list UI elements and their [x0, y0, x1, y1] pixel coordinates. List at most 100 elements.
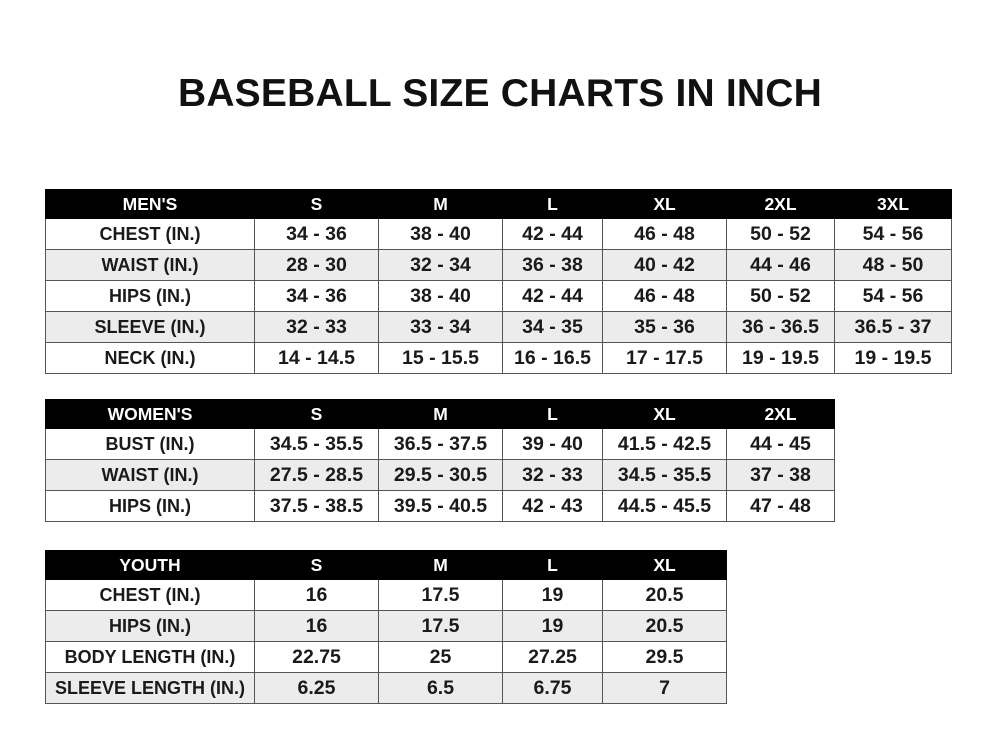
size-value: 14 - 14.5: [254, 342, 379, 374]
measurement-label: WAIST (IN.): [45, 249, 255, 281]
size-value: 41.5 - 42.5: [602, 428, 727, 460]
table-header-row: MEN'S S M L XL 2XL 3XL: [45, 189, 952, 219]
size-value: 25: [378, 641, 503, 673]
table-row: HIPS (IN.) 37.5 - 38.5 39.5 - 40.5 42 - 43 4…: [45, 490, 835, 522]
size-value: 32 - 33: [502, 459, 603, 491]
table-row: NECK (IN.) 14 - 14.5 15 - 15.5 16 - 16.5 17 …: [45, 342, 952, 374]
table-title: WOMEN'S: [45, 399, 255, 429]
measurement-label: HIPS (IN.): [45, 490, 255, 522]
measurement-label: HIPS (IN.): [45, 280, 255, 312]
size-column-header: S: [254, 550, 379, 580]
size-value: 42 - 44: [502, 218, 603, 250]
size-value: 44 - 46: [726, 249, 835, 281]
table-row: BODY LENGTH (IN.) 22.75 25 27.25 29.5: [45, 641, 727, 673]
youth-size-table: YOUTH S M L XL CHEST (IN.) 16 17.5 19 20.5 HIPS (I…: [45, 550, 727, 704]
size-value: 34 - 35: [502, 311, 603, 343]
table-row: CHEST (IN.) 34 - 36 38 - 40 42 - 44 46 - 48 5…: [45, 218, 952, 250]
size-value: 22.75: [254, 641, 379, 673]
size-value: 34 - 36: [254, 280, 379, 312]
size-value: 38 - 40: [378, 280, 503, 312]
size-value: 34.5 - 35.5: [254, 428, 379, 460]
size-value: 6.5: [378, 672, 503, 704]
size-value: 20.5: [602, 610, 727, 642]
size-value: 39.5 - 40.5: [378, 490, 503, 522]
size-column-header: 2XL: [726, 399, 835, 429]
measurement-label: CHEST (IN.): [45, 218, 255, 250]
size-value: 44.5 - 45.5: [602, 490, 727, 522]
measurement-label: SLEEVE LENGTH (IN.): [45, 672, 255, 704]
size-value: 36 - 38: [502, 249, 603, 281]
size-value: 17 - 17.5: [602, 342, 727, 374]
size-column-header: L: [502, 189, 603, 219]
size-column-header: M: [378, 550, 503, 580]
size-value: 34.5 - 35.5: [602, 459, 727, 491]
size-value: 40 - 42: [602, 249, 727, 281]
table-row: CHEST (IN.) 16 17.5 19 20.5: [45, 579, 727, 611]
size-column-header: 3XL: [834, 189, 952, 219]
size-value: 17.5: [378, 610, 503, 642]
size-value: 36.5 - 37: [834, 311, 952, 343]
size-value: 19 - 19.5: [834, 342, 952, 374]
mens-size-table: MEN'S S M L XL 2XL 3XL CHEST (IN.) 34 - 36 38 - 4…: [45, 189, 952, 374]
table-header-row: WOMEN'S S M L XL 2XL: [45, 399, 835, 429]
size-value: 35 - 36: [602, 311, 727, 343]
table-title: MEN'S: [45, 189, 255, 219]
size-value: 6.75: [502, 672, 603, 704]
table-row: SLEEVE LENGTH (IN.) 6.25 6.5 6.75 7: [45, 672, 727, 704]
size-value: 54 - 56: [834, 218, 952, 250]
table-row: HIPS (IN.) 34 - 36 38 - 40 42 - 44 46 - 48 50…: [45, 280, 952, 312]
size-value: 6.25: [254, 672, 379, 704]
table-title: YOUTH: [45, 550, 255, 580]
size-value: 48 - 50: [834, 249, 952, 281]
size-value: 44 - 45: [726, 428, 835, 460]
table-row: SLEEVE (IN.) 32 - 33 33 - 34 34 - 35 35 - 36…: [45, 311, 952, 343]
size-value: 19: [502, 579, 603, 611]
size-value: 50 - 52: [726, 218, 835, 250]
measurement-label: CHEST (IN.): [45, 579, 255, 611]
womens-size-table: WOMEN'S S M L XL 2XL BUST (IN.) 34.5 - 35.5 36.5…: [45, 399, 835, 522]
size-value: 19 - 19.5: [726, 342, 835, 374]
size-value: 27.25: [502, 641, 603, 673]
size-value: 46 - 48: [602, 218, 727, 250]
size-value: 42 - 43: [502, 490, 603, 522]
size-value: 29.5 - 30.5: [378, 459, 503, 491]
size-value: 34 - 36: [254, 218, 379, 250]
size-value: 16 - 16.5: [502, 342, 603, 374]
size-value: 7: [602, 672, 727, 704]
size-value: 39 - 40: [502, 428, 603, 460]
size-value: 37 - 38: [726, 459, 835, 491]
size-value: 27.5 - 28.5: [254, 459, 379, 491]
size-column-header: M: [378, 399, 503, 429]
table-row: BUST (IN.) 34.5 - 35.5 36.5 - 37.5 39 - 40 4…: [45, 428, 835, 460]
measurement-label: BODY LENGTH (IN.): [45, 641, 255, 673]
page-title: BASEBALL SIZE CHARTS IN INCH: [177, 72, 823, 115]
size-value: 19: [502, 610, 603, 642]
size-column-header: S: [254, 399, 379, 429]
size-value: 29.5: [602, 641, 727, 673]
size-value: 16: [254, 579, 379, 611]
size-column-header: L: [502, 399, 603, 429]
size-value: 36.5 - 37.5: [378, 428, 503, 460]
size-column-header: XL: [602, 189, 727, 219]
size-value: 15 - 15.5: [378, 342, 503, 374]
measurement-label: SLEEVE (IN.): [45, 311, 255, 343]
size-value: 28 - 30: [254, 249, 379, 281]
size-value: 36 - 36.5: [726, 311, 835, 343]
size-value: 47 - 48: [726, 490, 835, 522]
size-column-header: L: [502, 550, 603, 580]
table-row: WAIST (IN.) 27.5 - 28.5 29.5 - 30.5 32 - 33…: [45, 459, 835, 491]
size-value: 54 - 56: [834, 280, 952, 312]
size-column-header: XL: [602, 399, 727, 429]
size-value: 33 - 34: [378, 311, 503, 343]
size-value: 32 - 34: [378, 249, 503, 281]
size-value: 42 - 44: [502, 280, 603, 312]
size-value: 17.5: [378, 579, 503, 611]
measurement-label: BUST (IN.): [45, 428, 255, 460]
measurement-label: WAIST (IN.): [45, 459, 255, 491]
size-value: 50 - 52: [726, 280, 835, 312]
size-value: 46 - 48: [602, 280, 727, 312]
size-value: 20.5: [602, 579, 727, 611]
measurement-label: NECK (IN.): [45, 342, 255, 374]
table-row: HIPS (IN.) 16 17.5 19 20.5: [45, 610, 727, 642]
size-value: 16: [254, 610, 379, 642]
